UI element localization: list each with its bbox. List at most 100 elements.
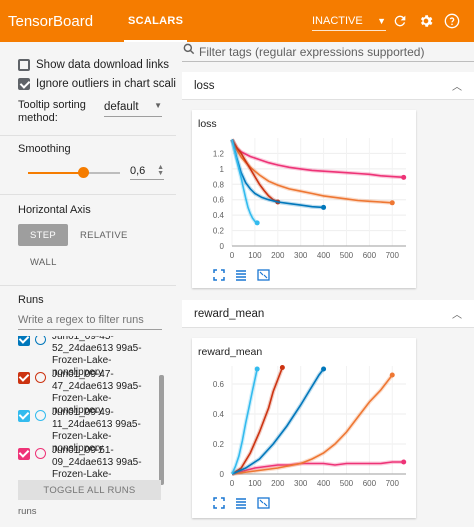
show-download-checkbox[interactable]: Show data download links <box>0 55 176 74</box>
tag-filter-bar[interactable]: Filter tags (regular expressions support… <box>182 42 474 62</box>
axis-step-button[interactable]: STEP <box>18 224 69 246</box>
runs-filter-placeholder: Write a regex to filter runs <box>18 314 144 326</box>
y-tick-label: 0 <box>220 242 225 251</box>
y-tick-label: 1.2 <box>213 149 225 158</box>
run-checkbox[interactable] <box>18 372 30 384</box>
category-loss-header[interactable]: loss ︿ <box>182 72 474 100</box>
divider <box>0 285 176 286</box>
fit-domain-icon[interactable] <box>212 496 226 510</box>
series-3-line <box>231 139 324 209</box>
caret-down-icon: ▼ <box>154 101 162 110</box>
smoothing-slider-thumb[interactable] <box>78 166 90 178</box>
series-4-endpoint <box>254 366 260 372</box>
axis-relative-button[interactable]: RELATIVE <box>80 229 128 241</box>
series-1-endpoint <box>389 372 395 378</box>
axis-wall-button[interactable]: WALL <box>30 256 57 268</box>
category-reward-mean-header[interactable]: reward_mean ︿ <box>182 300 474 328</box>
y-tick-label: 0.6 <box>213 380 225 389</box>
tooltip-sorting-dropdown[interactable]: default ▼ <box>104 101 162 117</box>
run-item[interactable]: Jun01_09-47-47_24dae613 99a5-Frozen-Lake… <box>18 369 160 417</box>
main-panel: Filter tags (regular expressions support… <box>182 42 474 527</box>
series-2-line <box>231 139 279 203</box>
chevron-up-icon[interactable]: ︿ <box>452 310 462 321</box>
run-radio[interactable] <box>35 336 46 345</box>
x-tick-label: 200 <box>271 251 285 260</box>
spinner-icon[interactable]: ▲ ▼ <box>157 164 164 177</box>
x-tick-label: 700 <box>386 251 400 260</box>
status-value: INACTIVE <box>312 14 363 27</box>
x-tick-label: 400 <box>317 251 331 260</box>
divider <box>0 194 176 195</box>
toggle-all-runs-button[interactable]: TOGGLE ALL RUNS <box>18 480 161 500</box>
status-dropdown[interactable]: INACTIVE ▼ <box>312 11 386 31</box>
run-name: Jun01_09-47-47_24dae613 99a5-Frozen-Lake… <box>52 369 142 416</box>
x-tick-label: 0 <box>230 479 235 488</box>
run-checkbox[interactable] <box>18 336 30 346</box>
runs-label: Runs <box>18 294 44 306</box>
chart-card-reward-mean: reward_mean 0 0.2 0.4 0.6 0 100 200 300 400 500 60… <box>192 338 416 518</box>
run-list-scrollbar[interactable] <box>159 375 164 485</box>
x-tick-label: 700 <box>386 479 400 488</box>
run-name: Jun01_09-49-11_24dae613 99a5-Frozen-Lake… <box>52 407 141 454</box>
help-icon[interactable] <box>442 11 462 31</box>
y-tick-label: 0.2 <box>213 227 225 236</box>
x-tick-label: 100 <box>248 251 262 260</box>
category-label: reward_mean <box>194 307 265 320</box>
chart-title: loss <box>198 118 217 130</box>
series-0-endpoint <box>401 174 407 180</box>
caret-down-icon: ▼ <box>377 15 386 26</box>
smoothing-slider[interactable] <box>28 166 120 178</box>
category-label: loss <box>194 79 215 92</box>
y-tick-label: 0.8 <box>213 180 225 189</box>
y-tick-label: 0.2 <box>213 440 225 449</box>
series-2-endpoint <box>279 365 285 370</box>
chart-card-loss: loss 0 0.2 0.4 0.6 0.8 1 1.2 0 100 200 300 400 500 60… <box>192 110 416 288</box>
series-3-line <box>231 368 325 475</box>
run-item[interactable]: Jun01_09-45-52_24dae613 99a5-Frozen-Lake… <box>18 336 160 379</box>
loss-chart[interactable]: 0 0.2 0.4 0.6 0.8 1 1.2 0 100 200 300 400 500 600 700 <box>192 110 416 270</box>
app-title: TensorBoard <box>8 12 94 30</box>
tab-scalars[interactable]: SCALARS <box>116 0 195 42</box>
x-tick-label: 500 <box>340 479 354 488</box>
list-icon[interactable] <box>234 496 248 510</box>
runs-filter-input[interactable]: Write a regex to filter runs <box>18 312 162 330</box>
list-icon[interactable] <box>234 268 248 282</box>
run-item[interactable]: Jun01_09-49-11_24dae613 99a5-Frozen-Lake… <box>18 407 160 455</box>
x-tick-label: 300 <box>294 251 308 260</box>
y-tick-label: 0.4 <box>213 410 225 419</box>
series-4-line <box>231 139 258 224</box>
y-tick-label: 0 <box>220 470 225 479</box>
series-4-line <box>231 368 258 475</box>
smoothing-input[interactable]: 0,6 ▲ ▼ <box>130 164 164 180</box>
expand-icon[interactable] <box>256 496 270 510</box>
refresh-icon[interactable] <box>390 11 410 31</box>
series-0-line <box>231 139 404 179</box>
reward-mean-chart[interactable]: 0 0.2 0.4 0.6 0 100 200 300 400 500 600 700 <box>192 338 416 498</box>
gear-icon[interactable] <box>416 11 436 31</box>
series-1-line <box>231 374 393 475</box>
checkbox-unchecked[interactable] <box>18 58 30 71</box>
horizontal-axis-label: Horizontal Axis <box>18 204 91 216</box>
x-tick-label: 200 <box>271 479 285 488</box>
run-radio[interactable] <box>35 372 46 383</box>
ignore-outliers-checkbox[interactable]: Ignore outliers in chart scaling <box>0 74 176 93</box>
fit-domain-icon[interactable] <box>212 268 226 282</box>
chevron-up-icon[interactable]: ︿ <box>452 82 462 93</box>
runs-footer: runs <box>18 506 37 517</box>
run-radio[interactable] <box>35 410 46 421</box>
run-list: Jun01_09-45-52_24dae613 99a5-Frozen-Lake… <box>0 336 176 486</box>
search-icon <box>182 42 196 61</box>
run-checkbox[interactable] <box>18 448 30 460</box>
run-checkbox[interactable] <box>18 410 30 422</box>
expand-icon[interactable] <box>256 268 270 282</box>
x-tick-label: 300 <box>294 479 308 488</box>
x-tick-label: 600 <box>363 251 377 260</box>
ignore-outliers-label: Ignore outliers in chart scaling <box>36 77 176 90</box>
divider <box>0 135 176 136</box>
x-tick-label: 400 <box>317 479 331 488</box>
tooltip-sorting-value: default <box>104 101 139 113</box>
run-radio[interactable] <box>35 448 46 459</box>
checkbox-checked[interactable] <box>18 77 30 90</box>
series-3-endpoint <box>321 204 327 210</box>
